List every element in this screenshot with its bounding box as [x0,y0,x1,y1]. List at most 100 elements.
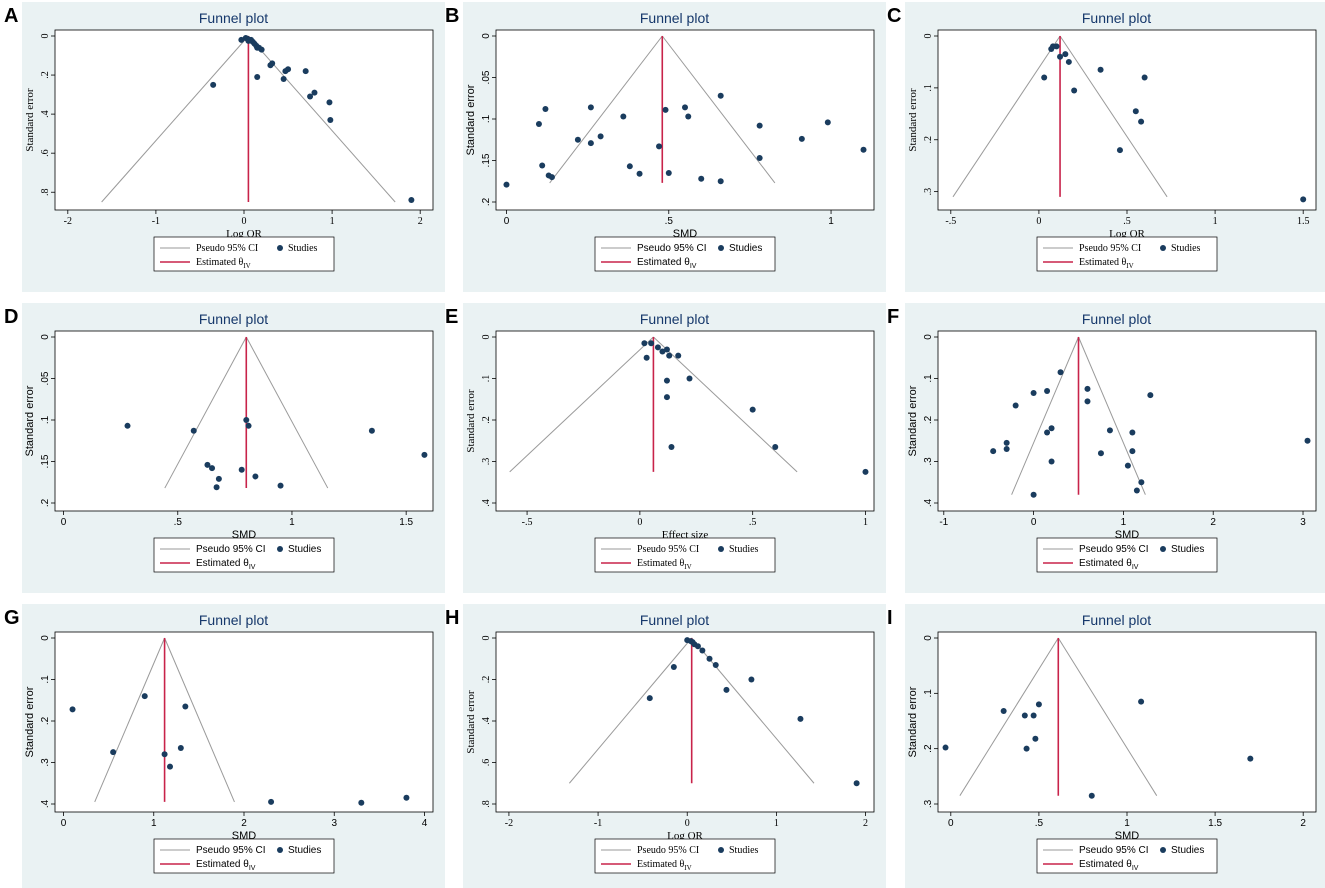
chart-i-xtick-label: 1.5 [1208,818,1222,829]
chart-d-legend-estimate-text: Estimated θ [196,558,249,569]
chart-h-study-point [723,686,730,693]
chart-e-panel-letter: E [445,306,458,328]
chart-h-study-point [712,661,719,668]
chart-g-title: Funnel plot [199,612,268,628]
chart-b-title: Funnel plot [640,10,709,26]
chart-c-xtick-label: 1 [1213,216,1218,227]
chart-e-study-point [675,352,682,359]
chart-a-ytick-label: .4 [40,110,51,118]
chart-f-study-point [990,448,997,455]
chart-i-study-point [1030,712,1037,719]
chart-g-legend-estimate-label: Estimated θIV [196,859,256,872]
chart-c-ytick-label: .2 [923,136,934,144]
chart-e-study-point [862,468,869,475]
chart-h-plot-area [495,631,875,813]
chart-i-ci-line-left [959,637,1059,796]
chart-h-panel-letter: H [445,607,459,629]
chart-e-study-point [663,377,670,384]
chart-a-study-point [327,116,334,123]
chart-g-xtick-label: 1 [151,818,157,829]
chart-g-study-point [141,693,148,700]
chart-f-study-point [1097,450,1104,457]
chart-c-legend-estimate-label: Estimated θIV [1079,257,1134,270]
chart-b-legend-studies-label: Studies [729,243,762,254]
chart-b-study-point [620,113,627,120]
chart-d-study-point [190,427,197,434]
chart-c-legend-estimate-text: Estimated θ [1079,257,1126,268]
chart-c-ci-line-left [952,35,1061,198]
chart-b-study-point [656,143,663,150]
chart-h-study-point [694,643,701,650]
chart-f-legend-estimate-label: Estimated θIV [1079,558,1139,571]
chart-b-study-point [535,120,542,127]
chart-c-xtick-label: -.5 [945,216,956,227]
chart-g-ci-line-right [164,637,235,803]
chart-h-ci-line-right [691,637,815,784]
chart-a-xtick-label: 2 [418,216,423,227]
chart-a-legend-estimate-label: Estimated θIV [196,257,251,270]
chart-a-legend: Pseudo 95% CI Studies Estimated θIV [153,236,335,272]
chart-d-study-point [245,422,252,429]
chart-d-xtick-label: 0 [61,517,67,528]
chart-f-study-point [1147,392,1154,399]
chart-b-study-point [756,122,763,129]
chart-a-legend-ci-label: Pseudo 95% CI [196,243,258,254]
chart-i-study-point [1023,745,1030,752]
chart-i-legend-estimate-text: Estimated θ [1079,859,1132,870]
chart-f-ytick-label: .1 [923,374,934,383]
chart-e-xtick-label: 0 [637,517,642,528]
chart-i-xtick-label: .5 [1035,818,1044,829]
chart-h-ytick-label: .4 [481,717,492,725]
chart-d-ytick-label: .15 [40,454,51,468]
chart-c-ytick-label: .1 [923,84,934,92]
chart-f-legend-studies-label: Studies [1171,544,1204,555]
chart-e-title: Funnel plot [640,311,709,327]
chart-g-xtick-label: 2 [241,818,247,829]
chart-f-ci-line-left [1011,336,1079,495]
chart-e-ytick-label: .3 [481,458,492,466]
chart-g-study-point [69,706,76,713]
chart-f-study-point [1129,448,1136,455]
chart-b-ci-line-right [661,35,776,184]
chart-b-ytick-label: 0 [481,33,492,39]
chart-c-xtick-label: 1.5 [1297,216,1310,227]
chart-b-legend-estimate-label: Estimated θIV [637,257,697,270]
chart-g-xtick-label: 0 [61,818,67,829]
chart-c-study-point [1138,118,1145,125]
chart-i-y-axis-label: Standard error [907,686,919,757]
chart-c-plot-area [937,29,1317,211]
chart-b-study-point [682,104,688,111]
chart-g-study-point [182,703,189,710]
chart-b-study-point [665,169,672,176]
chart-b-study-point [824,119,831,126]
chart-i-plot-area [937,631,1317,813]
chart-f-study-point [1138,479,1145,486]
chart-i-legend-studies-swatch [1160,847,1166,853]
chart-f-ytick-label: .4 [923,498,934,507]
chart-b-study-point [587,140,594,147]
chart-f-xtick-label: 0 [1031,517,1037,528]
chart-f-xtick-label: 3 [1300,517,1306,528]
chart-g-legend: Pseudo 95% CI Studies Estimated θIV [153,838,335,874]
chart-h-ytick-label: .8 [481,800,492,808]
chart-d-legend: Pseudo 95% CI Studies Estimated θIV [153,537,335,573]
chart-a-xtick-label: -2 [64,216,72,227]
chart-d-legend-estimate-label: Estimated θIV [196,558,256,571]
chart-a-xtick-label: -1 [152,216,160,227]
chart-h-ytick-label: .6 [481,759,492,767]
chart-e-study-point [663,346,670,353]
chart-a-study-point [285,66,292,73]
chart-a-study-point [254,74,261,81]
chart-f-legend-estimate-text: Estimated θ [1079,558,1132,569]
chart-d-study-point [204,461,211,468]
chart-d-study-point [368,427,375,434]
chart-i-xtick-label: 2 [1300,818,1306,829]
chart-i-xtick-label: 0 [948,818,954,829]
chart-f-study-point [1129,429,1136,436]
chart-i-title: Funnel plot [1082,612,1151,628]
chart-f-study-point [1030,491,1037,498]
chart-c-study-point [1065,58,1072,65]
chart-c-title: Funnel plot [1082,10,1151,26]
